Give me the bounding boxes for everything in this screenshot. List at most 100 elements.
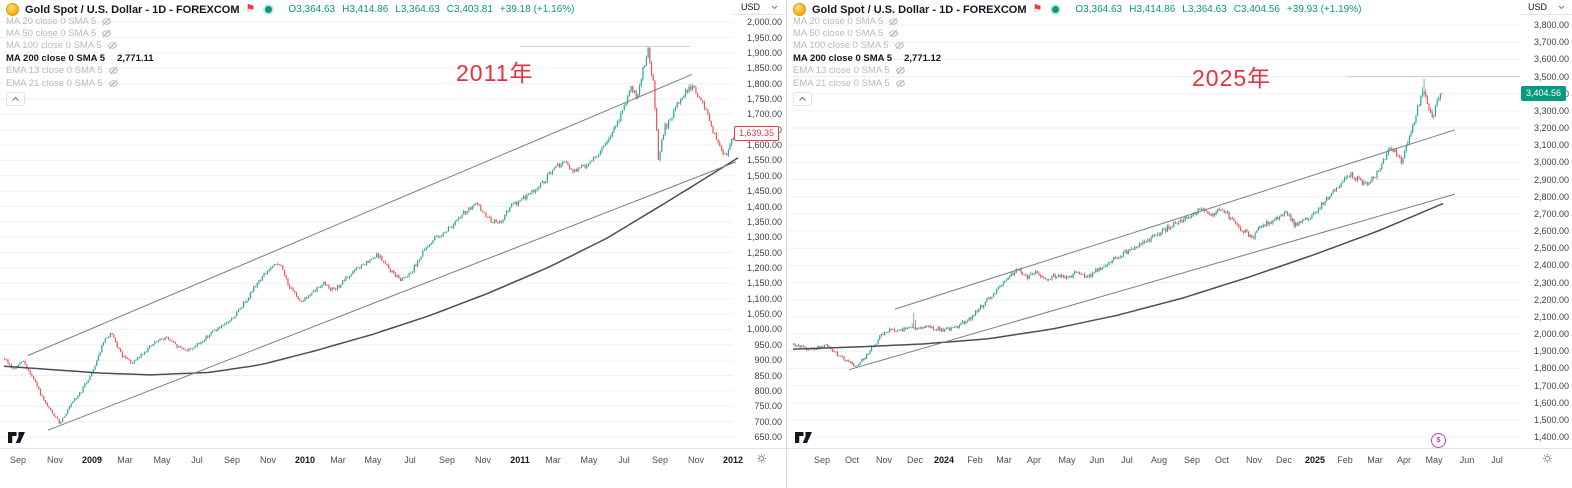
x-tick-label[interactable]: Oct [1214,455,1229,465]
x-tick-label[interactable]: Jul [1121,455,1133,465]
legend-indicator-row[interactable]: MA 200 close 0 SMA 5 2,771.11 [6,52,154,64]
eye-off-icon[interactable] [107,40,118,51]
legend-indicator-row[interactable]: MA 20 close 0 SMA 5 [793,15,941,27]
y-tick-label: 1,700.00 [746,109,782,120]
x-tick-label[interactable]: Sep [651,455,668,465]
x-tick-label[interactable]: Nov [1245,455,1262,465]
time-axis[interactable]: Sep Nov 2009 Mar May Jul Sep Nov 2010 Mar May Jul Se… [0,448,786,488]
eye-off-icon[interactable] [894,40,905,51]
candlestick-chart[interactable] [0,0,786,448]
x-tick-label[interactable]: Nov [259,455,276,465]
x-tick-label[interactable]: Jul [191,455,203,465]
x-tick-label[interactable]: Sep [813,455,830,465]
eye-off-icon[interactable] [101,28,112,39]
eye-off-icon[interactable] [895,65,906,76]
x-tick-label[interactable]: Sep [438,455,455,465]
y-tick-label: 2,000.00 [1533,329,1569,339]
gold-symbol-logo-icon[interactable] [6,3,19,16]
eye-off-icon[interactable] [895,78,906,89]
x-tick-label[interactable]: Nov [46,455,63,465]
x-tick-label[interactable]: Sep [223,455,240,465]
x-tick-label[interactable]: May [153,455,171,465]
x-tick-label[interactable]: Nov [875,455,892,465]
x-tick-label[interactable]: Sep [1183,455,1200,465]
flag-icon[interactable]: ⚑ [245,3,256,15]
y-tick-label: 2,400.00 [1533,260,1569,271]
x-tick-label[interactable]: Oct [844,455,859,465]
x-tick-label[interactable]: Nov [687,455,704,465]
legend-indicator-row[interactable]: EMA 21 close 0 SMA 5 [793,77,941,89]
x-tick-label[interactable]: Mar [1367,455,1383,465]
ohlc-o: O3,364.63 [1075,4,1123,15]
flag-icon[interactable]: ⚑ [1032,3,1043,15]
eye-off-icon[interactable] [108,78,119,89]
x-tick-label[interactable]: Dec [1275,455,1292,465]
symbol-title[interactable]: Gold Spot / U.S. Dollar - 1D - FOREXCOM [25,3,240,16]
x-tick-label[interactable]: Dec [906,455,923,465]
x-tick-label[interactable]: May [1058,455,1076,465]
price-axis[interactable]: 3,800.003,700.003,600.003,500.003,400.00… [787,0,1572,448]
x-tick-label[interactable]: Mar [996,455,1012,465]
x-tick-label[interactable]: Mar [330,455,346,465]
price-axis-currency[interactable]: USD [1520,0,1572,15]
tradingview-logo[interactable] [8,431,28,444]
x-tick-label[interactable]: Aug [1150,455,1167,465]
legend-indicator-row[interactable]: MA 20 close 0 SMA 5 [6,15,154,27]
x-tick-label[interactable]: Sep [9,455,26,465]
x-tick-label[interactable]: Apr [1026,455,1041,465]
eye-off-icon[interactable] [888,28,899,39]
legend-indicator-row[interactable]: MA 200 close 0 SMA 5 2,771.12 [793,52,941,64]
collapse-legend-button[interactable] [6,92,25,106]
x-tick-label[interactable]: Nov [474,455,491,465]
x-tick-label[interactable]: Jul [404,455,416,465]
chevron-down-icon [771,5,778,9]
legend-indicator-row[interactable]: EMA 13 close 0 SMA 5 [6,65,154,77]
legend-indicator-row[interactable]: EMA 13 close 0 SMA 5 [793,65,941,77]
x-tick-label[interactable]: 2025 [1304,455,1326,465]
candlestick-chart[interactable] [787,0,1572,448]
eye-off-icon[interactable] [108,65,119,76]
y-tick-label: 2,500.00 [1533,243,1569,254]
indicator-label: MA 200 close 0 SMA 5 [6,52,106,64]
symbol-title[interactable]: Gold Spot / U.S. Dollar - 1D - FOREXCOM [812,3,1027,16]
x-tick-label[interactable]: Jun [1089,455,1105,465]
y-tick-label: 1,600.00 [746,140,782,150]
legend-indicator-row[interactable]: MA 50 close 0 SMA 5 [793,27,941,39]
y-tick-label: 900.00 [754,355,782,366]
x-tick-label[interactable]: Jun [1459,455,1475,465]
x-tick-label[interactable]: 2024 [933,455,955,465]
x-tick-label[interactable]: Aug [787,455,797,465]
eye-off-icon[interactable] [101,16,112,27]
y-tick-label: 1,050.00 [746,309,782,319]
indicator-label: EMA 21 close 0 SMA 5 [6,77,103,89]
settings-gear-icon[interactable] [756,453,767,464]
x-tick-label[interactable]: 2011 [510,455,530,465]
x-tick-label[interactable]: Feb [1337,455,1353,465]
x-tick-label[interactable]: Jul [618,455,630,465]
time-axis[interactable]: Aug Sep Oct Nov Dec 2024 Feb Mar Apr May Jun Jul Aug… [787,448,1572,488]
settings-gear-icon[interactable] [1542,453,1553,464]
collapse-legend-button[interactable] [793,92,812,106]
x-tick-label[interactable]: Apr [1396,455,1411,465]
x-tick-label[interactable]: Feb [967,455,983,465]
x-tick-label[interactable]: 2009 [81,455,103,465]
event-marker-icon[interactable]: $ [1431,433,1446,448]
x-tick-label[interactable]: May [580,455,598,465]
x-tick-label[interactable]: 2012 [722,455,744,465]
gold-symbol-logo-icon[interactable] [793,3,806,16]
x-tick-label[interactable]: Mar [545,455,561,465]
x-tick-label[interactable]: May [1425,455,1443,465]
legend-indicator-row[interactable]: MA 100 close 0 SMA 5 [793,40,941,52]
x-tick-label[interactable]: Jul [1491,455,1503,465]
x-tick-label[interactable]: May [364,455,382,465]
price-axis-currency[interactable]: USD [733,0,785,15]
eye-off-icon[interactable] [888,16,899,27]
y-tick-label: 3,200.00 [1533,123,1569,133]
tradingview-logo[interactable] [795,431,815,444]
x-tick-label[interactable]: Mar [117,455,133,465]
legend-indicator-row[interactable]: MA 100 close 0 SMA 5 [6,40,154,52]
x-tick-label[interactable]: 2010 [294,455,316,465]
legend-indicator-row[interactable]: EMA 21 close 0 SMA 5 [6,77,154,89]
legend-indicator-row[interactable]: MA 50 close 0 SMA 5 [6,27,154,39]
